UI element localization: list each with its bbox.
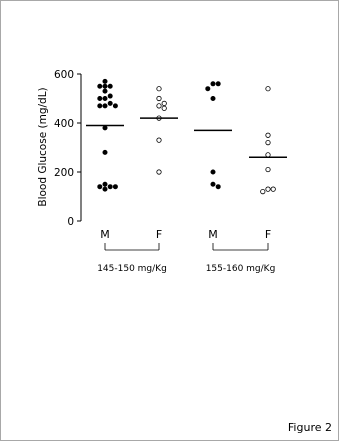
open-point — [156, 137, 162, 143]
filled-point — [112, 103, 118, 109]
filled-point — [107, 184, 113, 190]
open-point — [156, 95, 162, 102]
filled-point — [102, 103, 108, 109]
filled-point — [97, 184, 103, 190]
filled-point — [107, 100, 113, 106]
category-label: M — [208, 228, 218, 241]
filled-point — [215, 184, 221, 190]
open-point — [156, 86, 162, 92]
category-label: M — [100, 228, 110, 241]
category-label: F — [156, 228, 162, 241]
data-points — [97, 78, 276, 195]
filled-point — [97, 96, 103, 102]
filled-point — [102, 149, 108, 155]
open-point — [265, 152, 271, 158]
filled-point — [97, 83, 103, 89]
y-tick-label: 200 — [54, 167, 74, 179]
open-point — [265, 132, 271, 138]
group-label: 145-150 mg/Kg — [97, 264, 167, 274]
filled-point — [102, 125, 108, 131]
filled-point — [205, 86, 211, 92]
filled-point — [102, 88, 108, 94]
filled-point — [102, 186, 108, 192]
y-tick-label: 600 — [54, 69, 74, 81]
open-point — [161, 105, 167, 111]
filled-point — [102, 181, 108, 187]
open-point — [161, 100, 167, 107]
open-point — [265, 166, 271, 173]
y-axis-label: Blood Glucose (mg/dL) — [37, 87, 49, 206]
y-axis-ticks: 0 200 400 600 — [54, 69, 81, 228]
y-tick-label: 0 — [67, 216, 74, 228]
category-label: F — [265, 228, 271, 241]
filled-point — [112, 184, 118, 190]
open-point — [265, 140, 271, 146]
filled-point — [210, 96, 216, 102]
open-point — [270, 186, 276, 192]
open-point — [265, 86, 271, 92]
y-tick-label: 400 — [54, 118, 74, 130]
filled-point — [210, 169, 216, 175]
filled-point — [210, 81, 216, 87]
open-point — [260, 189, 266, 195]
group-label: 155-160 mg/Kg — [206, 264, 276, 274]
filled-point — [215, 81, 221, 87]
filled-point — [107, 93, 113, 99]
filled-point — [102, 96, 108, 102]
filled-point — [210, 181, 216, 187]
open-point — [265, 186, 271, 192]
figure-label: Figure 2 — [287, 421, 332, 434]
filled-point — [107, 83, 113, 89]
mean-lines — [86, 117, 287, 159]
open-point — [156, 103, 162, 109]
filled-point — [97, 103, 103, 109]
filled-point — [102, 83, 108, 89]
open-point — [156, 169, 162, 175]
filled-point — [102, 78, 108, 84]
group-brackets: 145-150 mg/Kg 155-160 mg/Kg — [97, 243, 275, 274]
